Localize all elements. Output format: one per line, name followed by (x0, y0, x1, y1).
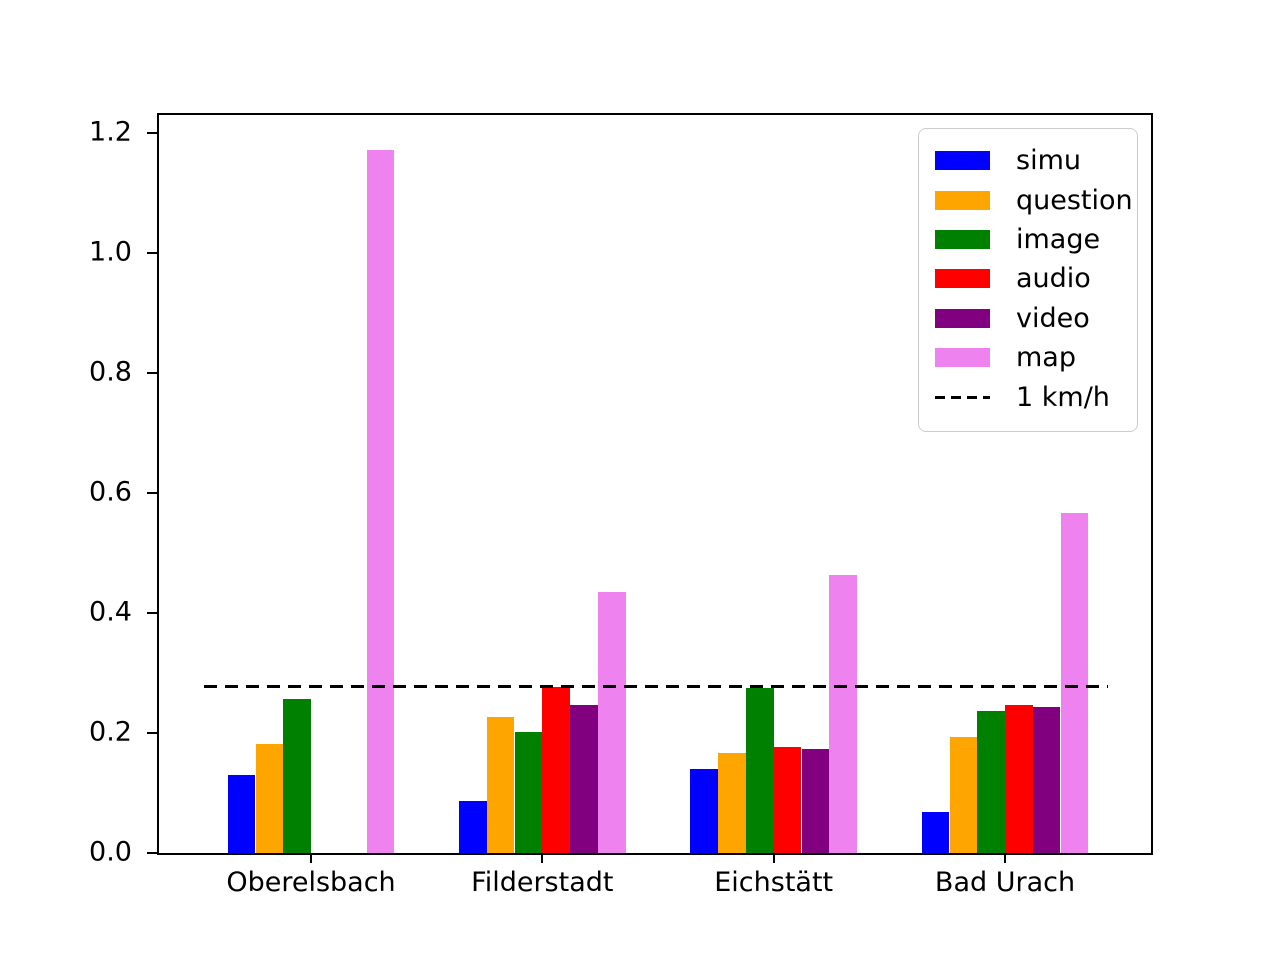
legend-item-audio: audio (919, 259, 1137, 298)
y-tick-label: 1.2 (89, 116, 132, 148)
y-tick-label: 1.0 (89, 236, 132, 268)
legend-swatch-audio (935, 269, 990, 289)
legend-swatch-map (935, 348, 990, 368)
bar-audio-3 (1005, 705, 1033, 853)
bar-map-0 (366, 150, 395, 853)
bar-image-3 (977, 711, 1005, 853)
y-tick-label: 0.0 (89, 836, 132, 868)
bar-question-2 (718, 753, 746, 853)
bar-audio-2 (773, 747, 802, 853)
legend: simu question image audio video map 1 km/h (918, 128, 1138, 432)
legend-dashed-line-swatch (935, 395, 990, 399)
reference-line (204, 684, 1108, 688)
y-tick-mark (147, 252, 157, 255)
x-tick-mark (541, 853, 544, 863)
bar-video-1 (570, 705, 598, 853)
bar-map-1 (597, 592, 626, 853)
legend-label: image (1016, 224, 1101, 256)
y-tick-mark (147, 852, 157, 854)
legend-label: question (1016, 184, 1133, 216)
x-tick-label-3: Bad Urach (934, 867, 1076, 898)
bar-question-0 (255, 744, 284, 853)
bar-map-3 (1060, 512, 1089, 853)
y-tick-label: 0.8 (89, 356, 132, 388)
legend-item-question: question (919, 180, 1137, 219)
bar-image-1 (514, 732, 543, 853)
y-tick-mark (147, 372, 157, 375)
legend-item-video: video (919, 299, 1137, 338)
legend-item-map: map (919, 338, 1137, 377)
legend-label: map (1016, 342, 1076, 374)
legend-item-image: image (919, 220, 1137, 259)
legend-item-simu: simu (919, 141, 1137, 180)
x-tick-label-1: Filderstadt (471, 867, 614, 898)
bar-question-1 (486, 717, 515, 853)
x-tick-label-2: Eichstätt (714, 867, 834, 898)
bar-image-0 (283, 698, 311, 853)
x-tick-label-0: Oberelsbach (226, 867, 396, 898)
bar-video-3 (1032, 706, 1061, 853)
bar-question-3 (949, 737, 978, 853)
y-tick-label: 0.2 (89, 716, 132, 748)
bar-simu-0 (227, 775, 256, 853)
legend-label: video (1016, 302, 1090, 334)
legend-item-reference-line: 1 km/h (919, 378, 1137, 417)
y-tick-mark (147, 612, 157, 615)
plot-area (159, 115, 1151, 853)
bar-video-2 (801, 748, 830, 853)
y-tick-mark (147, 732, 157, 735)
bar-audio-1 (542, 687, 570, 853)
bar-map-2 (829, 574, 857, 853)
y-tick-mark (147, 132, 157, 135)
legend-label: audio (1016, 263, 1091, 295)
x-tick-mark (310, 853, 312, 863)
legend-label: simu (1016, 145, 1081, 177)
legend-label: 1 km/h (1016, 381, 1110, 413)
bar-simu-1 (459, 801, 487, 853)
legend-swatch-simu (935, 151, 990, 171)
y-tick-mark (147, 492, 157, 495)
x-tick-mark (772, 853, 775, 863)
legend-swatch-question (935, 190, 990, 210)
bar-image-2 (746, 688, 774, 853)
x-tick-mark (1004, 853, 1006, 863)
y-tick-label: 0.6 (89, 476, 132, 508)
bar-simu-3 (921, 811, 950, 853)
legend-swatch-image (935, 230, 990, 250)
legend-swatch-video (935, 308, 990, 328)
y-tick-label: 0.4 (89, 596, 132, 628)
bar-simu-2 (690, 769, 719, 853)
